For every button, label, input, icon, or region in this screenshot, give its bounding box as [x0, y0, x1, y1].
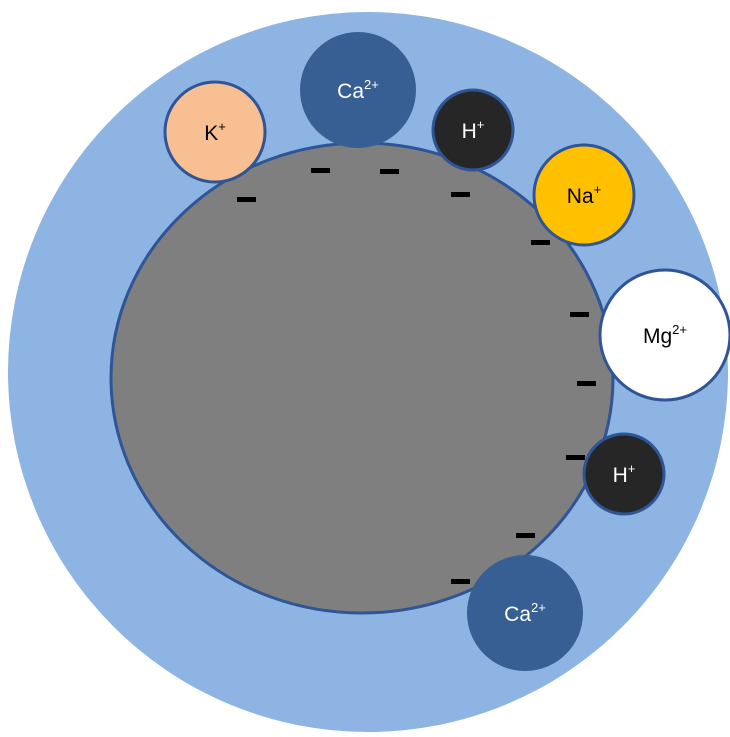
ion-ca-top-circle [300, 32, 416, 148]
ion-na: Na+ [532, 143, 636, 247]
ion-h-top-circle [431, 88, 515, 172]
ion-k: K+ [163, 80, 267, 184]
ion-ca-top: Ca2+ [300, 32, 416, 148]
negative-charge [451, 579, 470, 584]
ion-ca-bottom-circle [467, 555, 583, 671]
ion-h-right-label: H+ [613, 461, 636, 487]
negative-charge [570, 312, 589, 317]
ion-k-circle [163, 80, 267, 184]
negative-charge [451, 192, 470, 197]
ion-h-right-circle [582, 432, 666, 516]
ion-mg: Mg2+ [598, 268, 730, 402]
ion-ca-top-label: Ca2+ [337, 77, 379, 103]
ion-k-label: K+ [204, 119, 226, 145]
negative-charge [516, 533, 535, 538]
ion-na-label: Na+ [567, 182, 601, 208]
ion-mg-circle [598, 268, 730, 402]
negative-charge [380, 169, 399, 174]
ion-h-right: H+ [582, 432, 666, 516]
ion-mg-label: Mg2+ [643, 322, 687, 348]
negative-charge [237, 197, 256, 202]
negative-charge [531, 240, 550, 245]
ion-na-circle [532, 143, 636, 247]
negative-charge [577, 381, 596, 386]
negative-charge [311, 168, 330, 173]
ion-ca-bottom: Ca2+ [467, 555, 583, 671]
surface-charges [237, 168, 596, 584]
negative-charge [566, 455, 585, 460]
ion-h-top-label: H+ [462, 117, 485, 143]
ion-h-top: H+ [431, 88, 515, 172]
ion-ca-bottom-label: Ca2+ [504, 600, 546, 626]
